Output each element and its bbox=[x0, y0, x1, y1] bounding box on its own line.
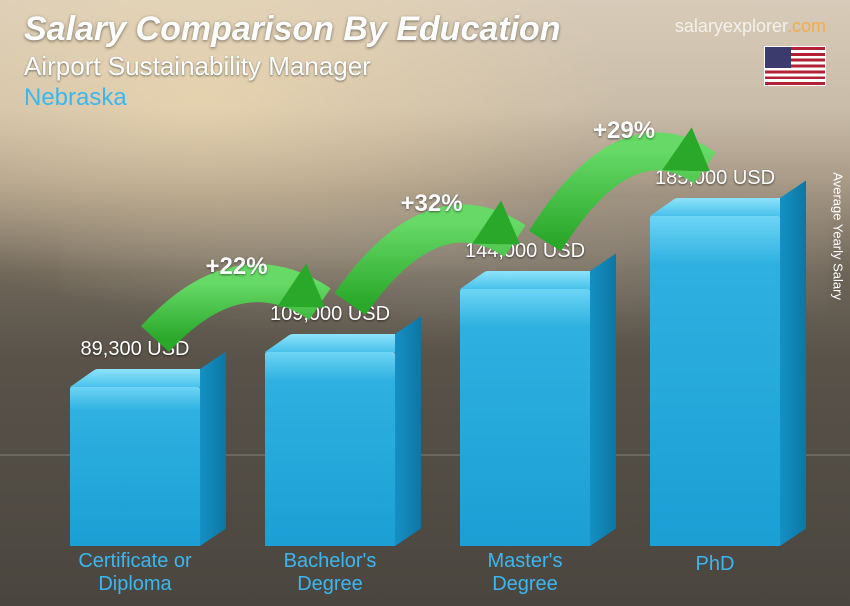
category-label: PhD bbox=[696, 553, 735, 576]
bar-value-label: 109,000 USD bbox=[270, 303, 390, 326]
watermark-brand: salaryexplorer bbox=[675, 16, 787, 36]
bar-value-label: 144,000 USD bbox=[465, 240, 585, 263]
bar bbox=[265, 352, 395, 546]
bar bbox=[650, 216, 780, 546]
category-label: Certificate orDiploma bbox=[78, 550, 191, 596]
location-label: Nebraska bbox=[24, 84, 826, 112]
category-label: Master'sDegree bbox=[488, 550, 563, 596]
flag-icon bbox=[764, 46, 826, 86]
increase-badge: +32% bbox=[401, 190, 463, 218]
increase-badge: +29% bbox=[593, 117, 655, 145]
bar-value-label: 185,000 USD bbox=[655, 167, 775, 190]
watermark-tld: .com bbox=[787, 16, 826, 36]
watermark: salaryexplorer.com bbox=[675, 16, 826, 37]
job-title: Airport Sustainability Manager bbox=[24, 51, 826, 82]
bar bbox=[460, 289, 590, 546]
infographic-container: Salary Comparison By Education Airport S… bbox=[0, 0, 850, 606]
bar bbox=[70, 387, 200, 546]
y-axis-label: Average Yearly Salary bbox=[831, 172, 846, 300]
bar-value-label: 89,300 USD bbox=[81, 338, 190, 361]
category-label: Bachelor'sDegree bbox=[284, 550, 377, 596]
bar-chart: 89,300 USDCertificate orDiploma109,000 U… bbox=[50, 150, 800, 546]
increase-badge: +22% bbox=[206, 253, 268, 281]
